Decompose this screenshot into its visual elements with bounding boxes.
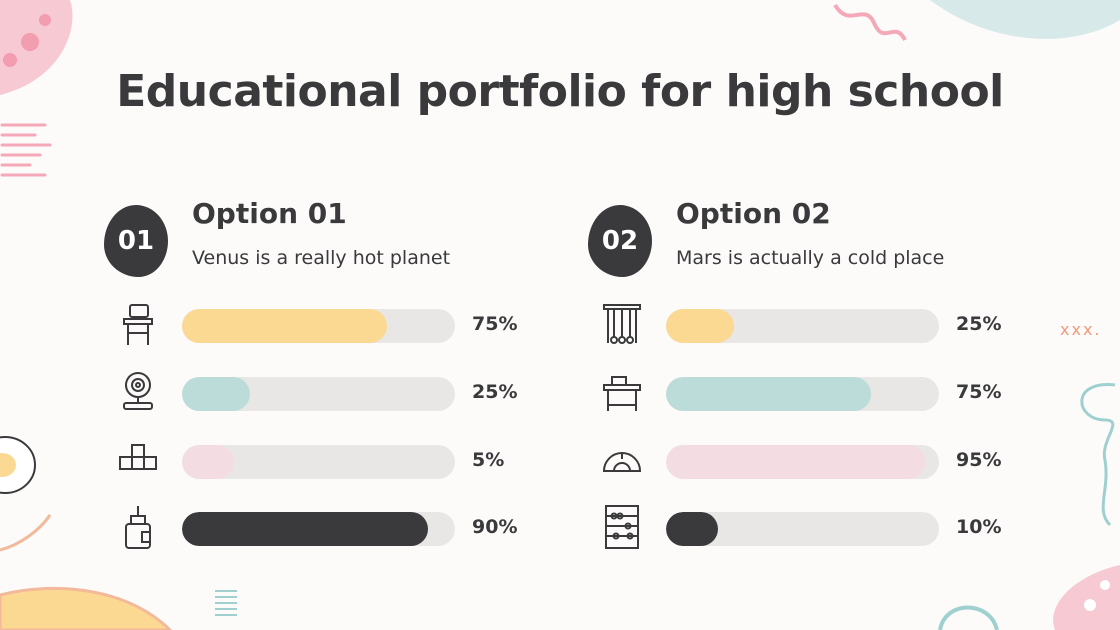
abacus-icon: [605, 505, 639, 549]
progress-fill: [666, 309, 735, 343]
decorative-leaf-bottomright: [1053, 565, 1120, 630]
decorative-lines-bottom: [215, 590, 237, 616]
progress-value: 25%: [956, 313, 1002, 335]
progress-track: [666, 445, 939, 479]
decorative-dashes: [0, 123, 52, 177]
progress-row: 90%: [104, 506, 544, 549]
decorative-squiggle-right: [1080, 383, 1116, 527]
progress-value: 75%: [956, 381, 1002, 403]
option-number-badge: 01: [104, 205, 168, 277]
glue-bottle-icon: [125, 506, 151, 549]
progress-value: 5%: [472, 449, 505, 471]
progress-track: [182, 512, 455, 546]
progress-value: 10%: [956, 516, 1002, 538]
decorative-arc-bottom: [938, 605, 999, 630]
newtons-cradle-icon: [603, 304, 641, 344]
progress-row: 10%: [588, 505, 1028, 549]
progress-track: [666, 512, 939, 546]
progress-fill: [182, 512, 428, 546]
decorative-squiggle-top: [833, 3, 907, 42]
progress-track: [666, 309, 939, 343]
protractor-icon: [602, 452, 642, 472]
progress-row: 5%: [104, 443, 544, 479]
progress-track: [666, 377, 939, 411]
progress-row: 25%: [104, 372, 544, 411]
progress-fill: [666, 445, 926, 479]
progress-value: 25%: [472, 381, 518, 403]
desk-icon: [603, 376, 641, 411]
progress-value: 95%: [956, 449, 1002, 471]
progress-value: 90%: [472, 516, 518, 538]
option-description: Venus is a really hot planet: [192, 247, 451, 269]
progress-row: 25%: [588, 304, 1028, 344]
decorative-blob-topright: [930, 0, 1120, 39]
progress-fill: [666, 377, 871, 411]
progress-row: 95%: [588, 443, 1028, 479]
option-title: Option 01: [192, 197, 347, 230]
school-desk-icon: [123, 304, 153, 345]
option-number-badge: 02: [588, 205, 652, 277]
abc-blocks-icon: [119, 444, 157, 470]
progress-value: 75%: [472, 313, 518, 335]
progress-fill: [182, 309, 387, 343]
progress-row: 75%: [588, 375, 1028, 411]
decorative-blob-bottomleft: [0, 586, 173, 630]
decorative-leaf-topleft: [0, 0, 73, 95]
option-title: Option 02: [676, 197, 831, 230]
decorative-egg-left: [0, 436, 52, 552]
progress-track: [182, 445, 455, 479]
progress-fill: [666, 512, 718, 546]
page-title: Educational portfolio for high school: [116, 66, 1004, 117]
progress-fill: [182, 377, 251, 411]
progress-row: 75%: [104, 304, 544, 345]
decorative-xxx: xxx.: [1060, 320, 1102, 339]
progress-fill: [182, 445, 234, 479]
webcam-icon: [123, 372, 153, 410]
progress-track: [182, 377, 455, 411]
option-description: Mars is actually a cold place: [676, 247, 945, 269]
progress-track: [182, 309, 455, 343]
